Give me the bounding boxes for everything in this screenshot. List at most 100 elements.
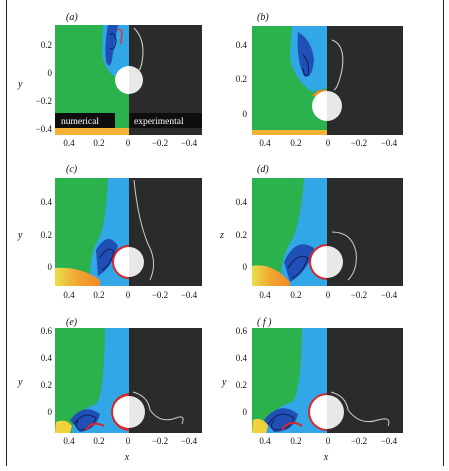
warm-region xyxy=(252,418,268,433)
y-tick: 0 xyxy=(48,262,53,272)
x-tick: 0 xyxy=(326,436,331,446)
y-axis-label: y xyxy=(17,377,23,388)
panel-label: (d) xyxy=(257,164,269,175)
y-ticks: 0.4 0.2 0 xyxy=(236,197,248,272)
x-tick: −0.4 xyxy=(381,290,398,300)
panel-b: (b) 0.4 0.2 0 0.4 0.2 0 −0.2 −0.4 xyxy=(236,12,403,148)
y-tick: 0.6 xyxy=(236,326,248,336)
schlieren-trace xyxy=(331,39,344,91)
contour-line xyxy=(287,255,309,279)
x-tick: 0 xyxy=(326,138,331,148)
heated-floor xyxy=(252,265,290,286)
y-tick: 0.2 xyxy=(41,380,52,390)
sphere-left xyxy=(310,395,327,429)
vortex-core xyxy=(284,244,314,282)
x-ticks: 0.4 0.2 0 −0.2 −0.4 xyxy=(63,138,197,148)
x-ticks: 0.4 0.2 0 −0.2 −0.4 xyxy=(259,436,397,446)
x-tick: 0.2 xyxy=(93,138,104,148)
x-tick: 0.4 xyxy=(259,138,271,148)
schlieren-trace xyxy=(132,391,184,425)
x-tick: −0.4 xyxy=(381,436,398,446)
y-ticks: 0.4 0.2 0 xyxy=(236,40,248,119)
figure-frame-left xyxy=(6,0,7,466)
sphere-right xyxy=(327,246,343,278)
sphere-left xyxy=(312,91,327,121)
y-tick: 0.4 xyxy=(41,197,53,207)
x-tick: −0.2 xyxy=(351,436,367,446)
y-tick: 0.2 xyxy=(41,40,52,50)
x-tick: 0.2 xyxy=(93,290,104,300)
heated-floor xyxy=(55,267,100,286)
x-tick: 0.2 xyxy=(290,436,301,446)
x-tick: 0 xyxy=(126,138,131,148)
y-ticks: 0.4 0.2 0 xyxy=(41,197,53,272)
schlieren-trace xyxy=(133,27,144,72)
y-tick: 0.2 xyxy=(236,230,247,240)
y-axis-label: y xyxy=(17,230,23,241)
panel-label: (a) xyxy=(66,12,78,23)
panel-label: ( f ) xyxy=(257,317,272,328)
x-tick: 0.4 xyxy=(63,138,75,148)
y-tick: −0.4 xyxy=(36,124,53,134)
contour-line xyxy=(109,32,117,50)
schlieren-trace xyxy=(331,231,357,281)
x-ticks: 0.4 0.2 0 −0.2 −0.4 xyxy=(259,290,397,300)
x-tick: 0.4 xyxy=(63,436,75,446)
x-ticks: 0.4 0.2 0 −0.2 −0.4 xyxy=(63,290,197,300)
panel-c: (c) y 0.4 0.2 0 0.4 0.2 0 −0.2 −0.4 xyxy=(17,164,202,300)
sphere-left xyxy=(311,246,327,278)
schlieren-trace xyxy=(330,391,390,427)
panel-e: (e) y 0.6 0.4 0.2 0 0.4 0.2 0 −0 xyxy=(17,317,202,463)
x-tick: −0.4 xyxy=(181,290,198,300)
vortex-core xyxy=(96,238,118,276)
figure-frame-right xyxy=(443,0,444,466)
label-backdrop xyxy=(55,113,115,128)
x-tick: 0.2 xyxy=(93,436,104,446)
sphere-left xyxy=(114,247,129,277)
y-axis-label: y xyxy=(221,377,227,388)
y-axis-label: y xyxy=(17,79,23,90)
x-axis-label: x xyxy=(124,452,130,463)
x-tick: 0 xyxy=(326,290,331,300)
y-tick: 0.4 xyxy=(236,197,248,207)
y-tick: 0.2 xyxy=(236,380,247,390)
x-tick: 0.4 xyxy=(259,436,271,446)
y-tick: 0.4 xyxy=(236,353,248,363)
vortex-core xyxy=(297,32,314,77)
heated-floor xyxy=(55,128,129,135)
x-tick: −0.2 xyxy=(351,138,367,148)
panel-label: (e) xyxy=(66,317,78,328)
x-tick: −0.2 xyxy=(152,138,168,148)
contour-line xyxy=(73,414,97,431)
x-tick: 0.2 xyxy=(290,290,301,300)
y-tick: 0.4 xyxy=(236,40,248,50)
contour-line xyxy=(302,54,309,77)
x-tick: −0.2 xyxy=(152,436,168,446)
sphere-right xyxy=(327,91,342,121)
panel-label: (b) xyxy=(257,12,269,23)
z-axis-label: z xyxy=(219,230,224,241)
y-tick: 0.2 xyxy=(236,74,247,84)
x-tick: −0.2 xyxy=(152,290,168,300)
x-ticks: 0.4 0.2 0 −0.2 −0.4 xyxy=(63,436,197,446)
label-backdrop xyxy=(129,113,202,128)
y-tick: 0 xyxy=(243,407,248,417)
panel-label: (c) xyxy=(66,164,78,175)
x-axis-label: x xyxy=(323,452,329,463)
sphere-right xyxy=(129,66,143,94)
x-tick: 0.4 xyxy=(63,290,75,300)
numerical-label: numerical xyxy=(61,117,99,127)
x-tick: −0.4 xyxy=(181,138,198,148)
hot-contour xyxy=(85,422,105,431)
y-tick: 0 xyxy=(48,407,53,417)
vortex-core xyxy=(70,409,100,432)
y-tick: 0.4 xyxy=(41,353,53,363)
x-tick: 0.4 xyxy=(259,290,271,300)
x-tick: −0.2 xyxy=(351,290,367,300)
y-tick: 0 xyxy=(48,68,53,78)
sphere-left xyxy=(115,66,129,94)
hot-contour xyxy=(117,28,123,45)
contour-line xyxy=(99,248,115,271)
